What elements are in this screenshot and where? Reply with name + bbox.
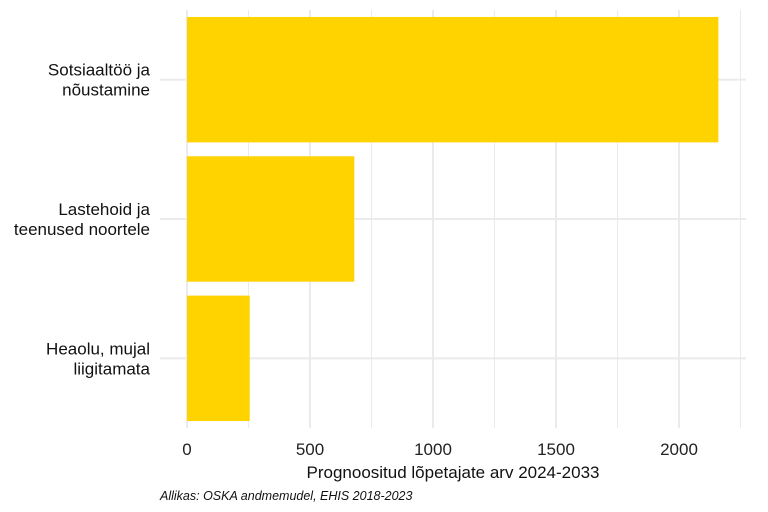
category-label: Sotsiaaltöö ja nõustamine [48, 61, 151, 100]
x-tick-label: 0 [182, 440, 191, 459]
x-tick-label: 1000 [414, 440, 452, 459]
bar [187, 156, 355, 282]
x-tick-label: 1500 [537, 440, 575, 459]
x-axis-title: Prognoositud lõpetajate arv 2024-2033 [307, 463, 600, 482]
x-tick-label: 500 [296, 440, 324, 459]
x-tick-labels: 0 500 1000 1500 2000 [182, 440, 698, 459]
bar [187, 16, 719, 143]
category-labels: Sotsiaaltöö ja nõustamine Lastehoid ja teen… [14, 61, 151, 379]
x-tick-label: 2000 [660, 440, 698, 459]
category-label: Heaolu, mujal liigitamata [46, 339, 150, 378]
source-caption: Allikas: OSKA andmemudel, EHIS 2018-2023 [159, 489, 412, 503]
bar [187, 295, 250, 422]
category-label: Lastehoid ja teenused noortele [14, 200, 151, 239]
bars [187, 16, 719, 422]
